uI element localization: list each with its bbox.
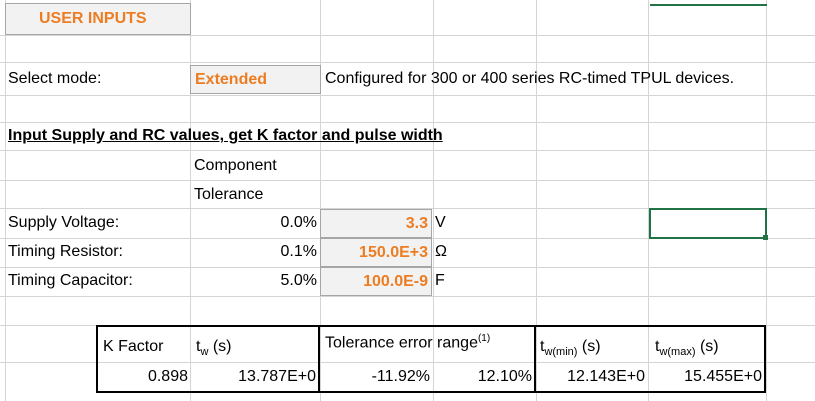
tw-header-t: t [196, 338, 201, 355]
row-gridline [0, 362, 815, 363]
tolerance-error-header: Tolerance error range(1) [325, 333, 490, 352]
row-gridline [0, 35, 815, 36]
k-factor-header: K Factor [103, 338, 164, 355]
select-mode-label: Select mode: [8, 70, 102, 87]
row-gridline [0, 95, 815, 96]
resistor-tolerance: 0.1% [280, 243, 317, 260]
column-gridline [190, 0, 191, 401]
active-cell-selection[interactable] [649, 208, 767, 239]
row-gridline [0, 62, 815, 63]
twmax-header-sub: w(max) [659, 346, 696, 359]
row-gridline [0, 296, 815, 297]
tw-header: tw (s) [196, 338, 232, 358]
row-gridline [0, 150, 815, 151]
timing-capacitor-label: Timing Capacitor: [8, 272, 133, 289]
twmin-header-sub: w(min) [544, 346, 578, 359]
timing-resistor-label: Timing Resistor: [8, 243, 123, 260]
timing-capacitor-unit: F [435, 272, 445, 289]
supply-voltage-input[interactable]: 3.3 [320, 209, 432, 238]
twmax-value: 15.455E+0 [684, 368, 762, 385]
twmin-header-unit: (s) [577, 338, 601, 355]
supply-tolerance: 0.0% [280, 214, 317, 231]
tolerance-error-text: Tolerance error range [325, 334, 478, 352]
tw-header-unit: (s) [208, 338, 232, 355]
column-gridline [648, 0, 649, 401]
tw-header-sub: w [200, 346, 209, 359]
k-factor-value: 0.898 [147, 368, 188, 385]
twmax-header-t: t [655, 338, 660, 355]
component-label: Component [194, 157, 277, 174]
header-accent-line [650, 4, 767, 6]
twmax-header-unit: (s) [695, 338, 719, 355]
timing-capacitor-input[interactable]: 100.0E-9 [320, 267, 432, 296]
footnote-ref: (1) [477, 333, 491, 344]
supply-voltage-label: Supply Voltage: [8, 214, 120, 231]
tolerance-label: Tolerance [194, 186, 264, 203]
row-gridline [0, 180, 815, 181]
twmin-header-t: t [540, 338, 545, 355]
twmax-header: tw(max) (s) [655, 338, 719, 358]
timing-resistor-value: 150.0E+3 [359, 244, 428, 261]
row-gridline [0, 122, 815, 123]
supply-voltage-unit: V [435, 214, 446, 231]
section-title: Input Supply and RC values, get K factor… [8, 127, 443, 144]
timing-capacitor-value: 100.0E-9 [363, 273, 428, 290]
supply-voltage-value: 3.3 [405, 215, 428, 232]
tw-value: 13.787E+0 [238, 368, 316, 385]
results-table [96, 325, 766, 393]
twmin-value: 12.143E+0 [567, 368, 645, 385]
timing-resistor-unit: Ω [435, 243, 447, 260]
timing-resistor-input[interactable]: 150.0E+3 [320, 238, 432, 267]
column-gridline [536, 0, 537, 401]
column-gridline [320, 0, 321, 401]
twmin-header: tw(min) (s) [540, 338, 601, 358]
user-inputs-header: USER INPUTS [5, 3, 191, 35]
capacitor-tolerance: 5.0% [280, 272, 317, 289]
column-gridline [5, 0, 6, 401]
error-low-value: -11.92% [371, 368, 430, 385]
error-high-value: 12.10% [477, 368, 532, 385]
results-divider [318, 325, 320, 393]
row-gridline [0, 208, 815, 209]
mode-value: Extended [195, 71, 268, 88]
mode-description: Configured for 300 or 400 series RC-time… [325, 70, 735, 87]
column-gridline [433, 0, 434, 401]
mode-select[interactable]: Extended [190, 65, 321, 94]
fill-handle[interactable] [763, 235, 768, 240]
user-inputs-title: USER INPUTS [39, 10, 147, 27]
column-gridline [766, 0, 767, 401]
results-divider [534, 325, 536, 393]
